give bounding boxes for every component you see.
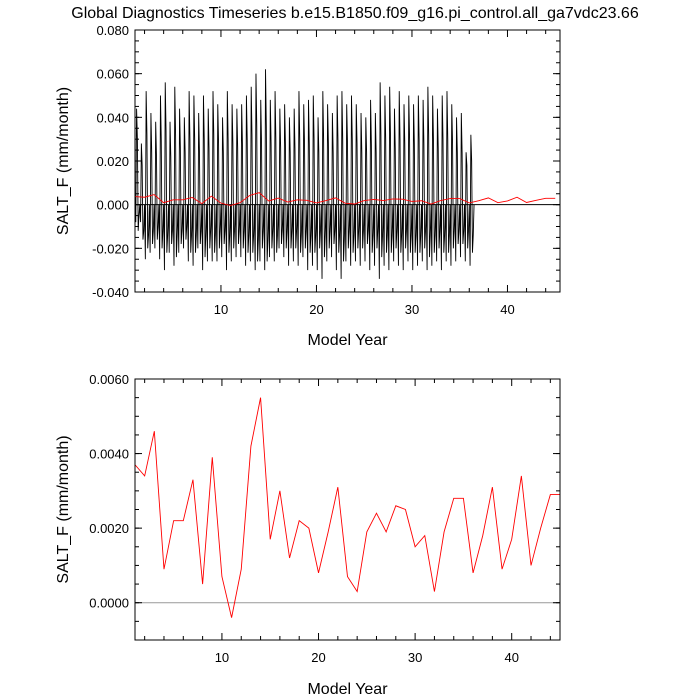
y-tick-label: 0.0040 [89, 447, 129, 462]
monthly-line [134, 69, 475, 279]
bottom-panel: 0.0000 0.0020 0.0040 0.0060 10 20 30 40 Model Y… [55, 372, 561, 698]
y-tick-label: -0.040 [92, 285, 129, 300]
x-axis-label: Model Year [307, 681, 388, 698]
x-tick-label: 40 [504, 650, 518, 665]
y-axis-label: SALT_F (mm/month) [55, 87, 72, 235]
x-tick-label: 30 [408, 650, 422, 665]
y-tick-label: 0.020 [96, 154, 129, 169]
y-tick-label: 0.0020 [89, 521, 129, 536]
x-tick-label: 40 [500, 302, 514, 317]
y-tick-label: 0.060 [96, 67, 129, 82]
y-axis-label: SALT_F (mm/month) [55, 435, 72, 583]
x-axis-label: Model Year [307, 332, 388, 349]
y-tick-label: 0.040 [96, 110, 129, 125]
top-panel: -0.040 -0.020 0.000 0.020 0.040 0.060 0.080 10 2… [55, 23, 561, 349]
y-tick-label: 0.0060 [89, 372, 129, 387]
plot-frame [134, 378, 561, 641]
figure-title: Global Diagnostics Timeseries b.e15.B185… [71, 5, 639, 22]
x-tick-label: 10 [215, 650, 229, 665]
series-group [134, 69, 556, 279]
y-tick-label: -0.020 [92, 241, 129, 256]
axis-ticks: 0.0000 0.0020 0.0040 0.0060 10 20 30 40 [89, 372, 560, 665]
series-group [134, 397, 560, 618]
x-tick-label: 30 [405, 302, 419, 317]
annual-mean-line [134, 192, 556, 207]
annual-mean-line [134, 397, 560, 618]
x-tick-label: 20 [311, 650, 325, 665]
x-tick-label: 10 [214, 302, 228, 317]
y-tick-label: 0.0000 [89, 596, 129, 611]
y-tick-label: 0.080 [96, 23, 129, 38]
axis-ticks: -0.040 -0.020 0.000 0.020 0.040 0.060 0.080 10 2… [92, 23, 560, 317]
y-tick-label: 0.000 [96, 198, 129, 213]
x-tick-label: 20 [309, 302, 323, 317]
